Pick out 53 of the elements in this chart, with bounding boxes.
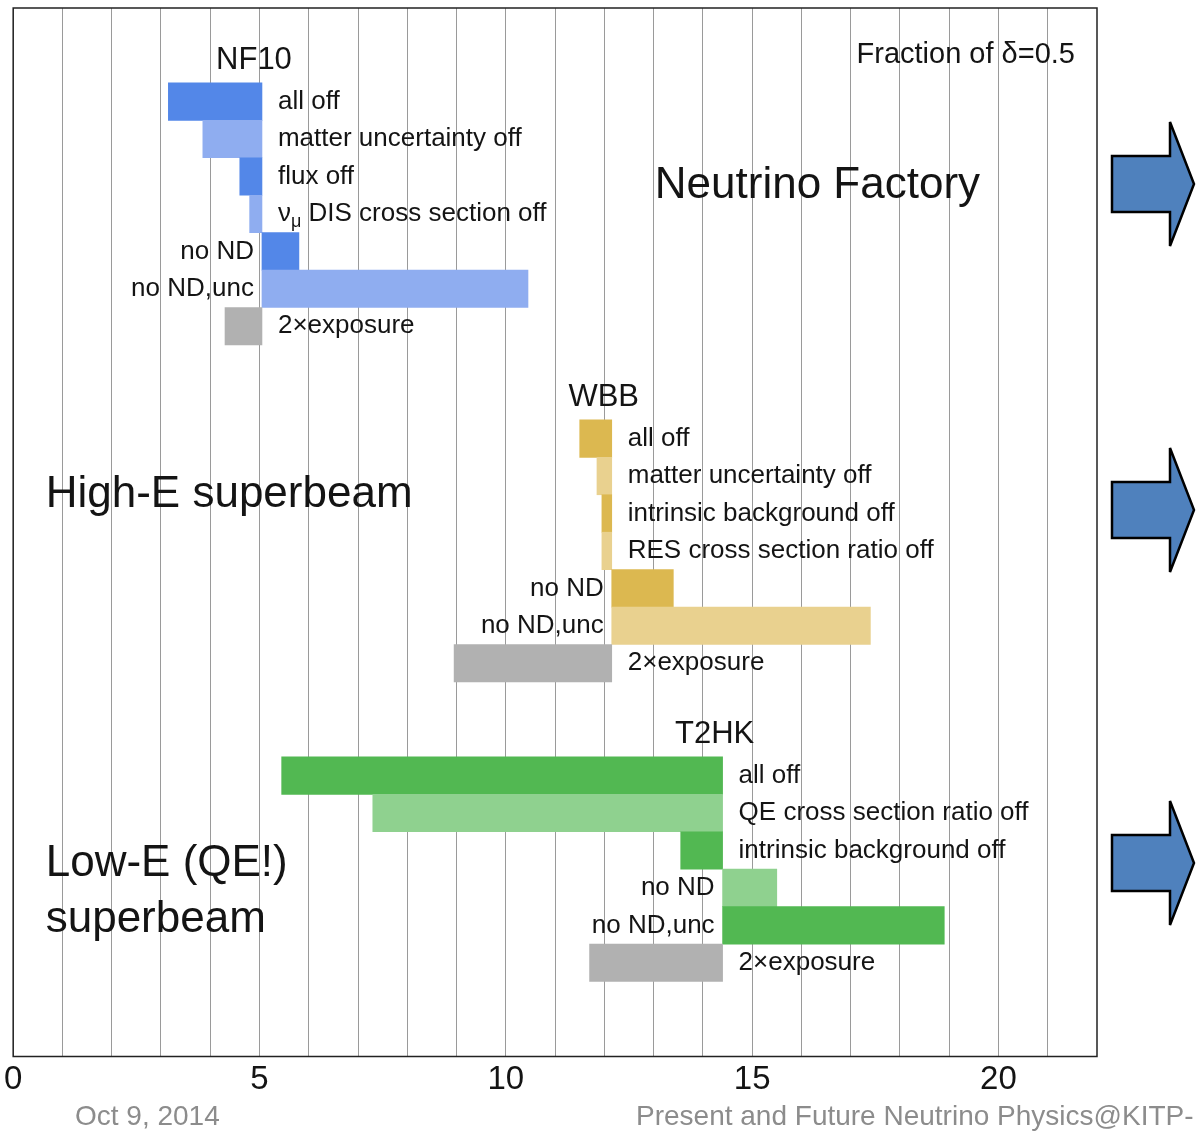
series-label: NF10: [216, 40, 292, 76]
bar: [453, 644, 613, 683]
bar: [680, 831, 723, 870]
x-tick-label: 15: [733, 1059, 771, 1097]
x-tick-label: 0: [4, 1059, 23, 1097]
annotation: Neutrino Factory: [654, 158, 981, 208]
bar: [372, 793, 723, 833]
bar: [722, 906, 945, 945]
bar: [202, 120, 263, 159]
y-tick-label: no ND,unc: [480, 608, 604, 639]
y-tick-label: all off: [277, 84, 341, 115]
y-tick-label: no ND: [530, 571, 604, 602]
bar: [261, 232, 300, 271]
bar: [611, 606, 871, 645]
bar: [224, 307, 263, 346]
annotation: High-E superbeam: [45, 466, 413, 516]
y-tick-label: no ND,unc: [131, 271, 254, 302]
y-tick-label: 2×exposure: [277, 309, 415, 340]
x-tick-label: 10: [487, 1059, 525, 1097]
y-tick-label: RES cross section ratio off: [627, 534, 935, 565]
bar: [261, 269, 529, 308]
bar: [239, 157, 263, 196]
text: Oct 9, 2014: [75, 1099, 220, 1131]
bar: [611, 569, 674, 608]
series-label: WBB: [568, 377, 640, 413]
y-tick-label: no ND: [640, 871, 715, 902]
y-tick-label: flux off: [277, 159, 355, 190]
y-tick-label: no ND,unc: [591, 908, 715, 939]
series-label: T2HK: [674, 714, 755, 750]
bar: [601, 494, 613, 533]
bar: [589, 943, 723, 982]
bar: [579, 419, 613, 458]
bar: [596, 456, 613, 496]
bar: [249, 194, 263, 233]
x-tick-label: 5: [250, 1059, 269, 1097]
y-tick-label: QE cross section ratio off: [738, 796, 1030, 827]
x-tick-label: 20: [980, 1059, 1017, 1097]
text: Present and Future Neutrino Physics@KITP-: [636, 1099, 1194, 1131]
y-tick-label: all off: [738, 758, 802, 789]
y-tick-label: 2×exposure: [627, 646, 765, 677]
y-tick-label: no ND: [180, 234, 254, 265]
y-tick-label: intrinsic background off: [627, 496, 896, 527]
bar: [601, 531, 613, 570]
y-tick-label: 2×exposure: [738, 945, 876, 976]
y-tick-label: all off: [627, 421, 691, 452]
text: Fraction of δ=0.5: [856, 37, 1075, 69]
y-tick-label: matter uncertainty off: [277, 122, 523, 153]
y-tick-label: intrinsic background off: [738, 833, 1007, 864]
bar: [281, 756, 723, 795]
bar: [168, 82, 263, 121]
bar: [722, 868, 778, 907]
y-tick-label: matter uncertainty off: [627, 459, 873, 490]
annotation: Low-E (QE!) superbeam: [45, 835, 288, 941]
